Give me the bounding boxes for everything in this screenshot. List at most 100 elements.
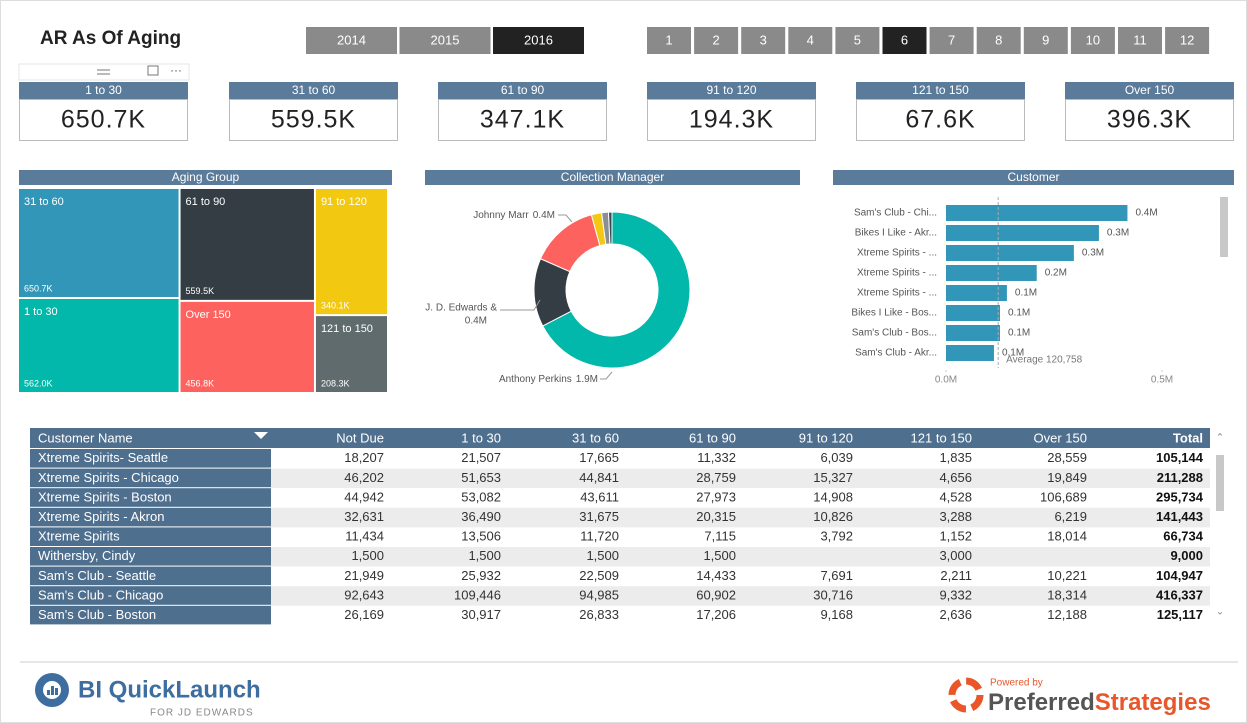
month-label[interactable]: 6 <box>901 32 908 47</box>
month-button[interactable] <box>694 27 739 54</box>
name-cell <box>30 488 271 507</box>
treemap-value: 562.0K <box>24 378 53 388</box>
table-cell: 9,000 <box>1170 548 1203 563</box>
bar-category: Xtreme Spirits - ... <box>857 268 937 279</box>
bar <box>946 225 1099 241</box>
treemap-value: 208.3K <box>321 378 350 388</box>
month-button[interactable] <box>1118 27 1162 54</box>
table-cell: 106,689 <box>1040 489 1087 504</box>
table-cell: 26,169 <box>344 607 384 622</box>
card-header <box>647 82 816 99</box>
visual-title: Aging Group <box>172 170 240 184</box>
treemap-cell <box>180 301 314 392</box>
table-cell: 295,734 <box>1156 489 1204 504</box>
column-header[interactable]: Not Due <box>336 430 384 445</box>
table-cell: 141,443 <box>1156 509 1203 524</box>
month-label[interactable]: 3 <box>760 32 767 47</box>
table-cell: 2,636 <box>939 607 972 622</box>
table-cell: 27,973 <box>696 489 736 504</box>
month-label[interactable]: 9 <box>1042 32 1049 47</box>
month-label[interactable]: 10 <box>1086 32 1100 47</box>
month-button[interactable] <box>882 27 927 54</box>
month-label[interactable]: 4 <box>807 32 814 47</box>
x-tick-label: 0.0M <box>935 375 957 386</box>
partner-name-a: Preferred <box>988 689 1095 716</box>
leader-line <box>558 214 573 223</box>
scroll-down[interactable]: ⌄ <box>1216 607 1224 618</box>
scrollbar-thumb <box>1220 197 1228 257</box>
column-header[interactable]: 121 to 150 <box>911 430 972 445</box>
table-cell: 92,643 <box>344 587 384 602</box>
year-button[interactable] <box>493 27 584 54</box>
x-tick-label: 0.5M <box>1151 375 1173 386</box>
donut-label: Johnny Marr <box>473 210 529 221</box>
treemap-value: 340.1K <box>321 301 350 311</box>
name-cell <box>30 547 271 566</box>
table-cell: 26,833 <box>579 607 619 622</box>
table-cell: 4,528 <box>939 489 972 504</box>
table-cell: 17,665 <box>579 450 619 465</box>
month-label[interactable]: 12 <box>1180 32 1194 47</box>
table-cell: 1,152 <box>939 529 972 544</box>
month-label[interactable]: 7 <box>948 32 955 47</box>
donut-label-group: Anthony Perkins 1.9M <box>499 374 598 385</box>
column-header[interactable]: 31 to 60 <box>572 430 619 445</box>
month-label[interactable]: 2 <box>712 32 719 47</box>
table-cell: 32,631 <box>344 509 384 524</box>
average-label: Average 120,758 <box>1006 355 1082 366</box>
donut-label: J. D. Edwards & <box>425 303 497 314</box>
table-header <box>30 428 1210 448</box>
customer-name: Withersby, Cindy <box>38 548 136 563</box>
table-cell: 44,841 <box>579 470 619 485</box>
customer-name: Xtreme Spirits- Seattle <box>38 450 168 465</box>
year-label[interactable]: 2014 <box>337 32 366 47</box>
table-cell: 28,559 <box>1047 450 1087 465</box>
month-button[interactable] <box>1070 27 1115 54</box>
month-button[interactable] <box>788 27 833 54</box>
partner-logo <box>948 677 984 713</box>
treemap-label: 91 to 120 <box>321 196 367 208</box>
month-label[interactable]: 5 <box>854 32 861 47</box>
card-label: 31 to 60 <box>292 83 336 97</box>
column-header[interactable]: 1 to 30 <box>461 430 501 445</box>
year-label[interactable]: 2016 <box>524 32 553 47</box>
column-header[interactable]: Over 150 <box>1034 430 1087 445</box>
month-button[interactable] <box>647 27 691 54</box>
table-cell: 12,188 <box>1047 607 1087 622</box>
column-header[interactable]: Customer Name <box>38 430 133 445</box>
month-label[interactable]: 8 <box>995 32 1002 47</box>
table-cell: 25,932 <box>461 568 501 583</box>
scrollbar-thumb <box>1216 455 1224 511</box>
month-button[interactable] <box>929 27 974 54</box>
year-button[interactable] <box>306 27 397 54</box>
table-cell: 36,490 <box>461 509 501 524</box>
name-cell <box>30 586 271 605</box>
month-button[interactable] <box>1165 27 1210 54</box>
month-label[interactable]: 1 <box>665 32 672 47</box>
bar-value: 0.1M <box>1015 288 1037 299</box>
treemap-value: 456.8K <box>186 378 215 388</box>
name-cell <box>30 468 271 488</box>
card-label: 61 to 90 <box>501 83 545 97</box>
month-button[interactable] <box>835 27 880 54</box>
row-band <box>271 488 1210 508</box>
row-band <box>271 547 1210 567</box>
column-header[interactable]: Total <box>1173 430 1203 445</box>
table-cell: 10,826 <box>813 509 853 524</box>
table-cell: 94,985 <box>579 587 619 602</box>
month-button[interactable] <box>741 27 786 54</box>
scroll-up[interactable]: ⌃ <box>1216 433 1224 444</box>
month-button[interactable] <box>976 27 1021 54</box>
row-band <box>271 586 1210 606</box>
column-header[interactable]: 61 to 90 <box>689 430 736 445</box>
month-label[interactable]: 11 <box>1133 32 1147 47</box>
customer-name: Sam's Club - Seattle <box>38 568 156 583</box>
bar <box>946 325 1000 341</box>
donut-value: 0.4M <box>533 210 555 221</box>
year-button[interactable] <box>399 27 491 54</box>
table-cell: 43,611 <box>580 489 619 504</box>
column-header[interactable]: 91 to 120 <box>799 430 853 445</box>
year-label[interactable]: 2015 <box>431 32 460 47</box>
card-toolbar: ··· <box>18 63 190 81</box>
month-button[interactable] <box>1023 27 1068 54</box>
